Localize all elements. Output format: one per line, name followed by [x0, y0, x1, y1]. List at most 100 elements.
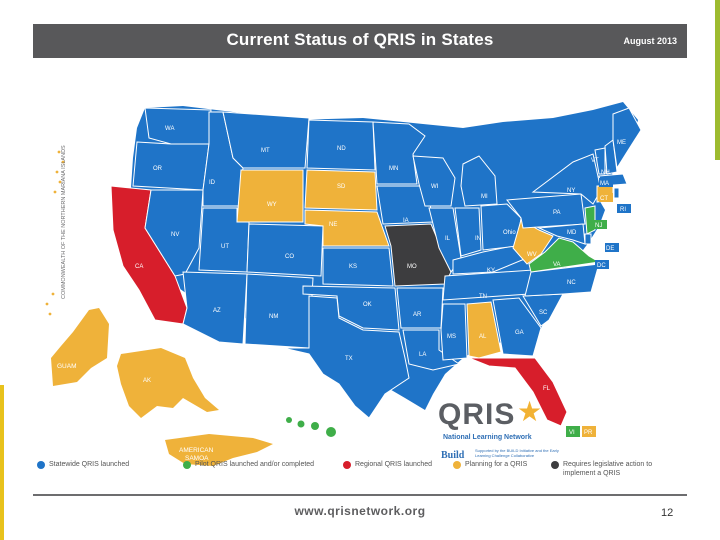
callout-ri [617, 204, 631, 213]
state-ri [613, 187, 620, 199]
footer-divider [33, 494, 687, 496]
callout-de [605, 243, 619, 252]
accent-bar-left [0, 385, 4, 540]
label-american-samoa-2: SAMOA [185, 455, 209, 462]
label-pa: PA [553, 210, 561, 216]
callout-ma [599, 178, 613, 187]
label-wa: WA [165, 126, 174, 132]
label-ga: GA [515, 330, 524, 336]
legend-item-legislative: Requires legislative action to implement… [551, 460, 685, 478]
state-me [612, 107, 642, 170]
state-nc [524, 263, 600, 297]
state-ar [396, 287, 444, 329]
state-tx [282, 295, 410, 419]
state-nm [244, 273, 314, 349]
callout-nj [593, 220, 607, 229]
state-ok [302, 285, 400, 331]
label-ia: IA [403, 218, 409, 224]
label-nd: ND [337, 146, 346, 152]
label-ny: NY [567, 188, 575, 194]
state-md [537, 223, 586, 245]
legend-label-legislative: Requires legislative action to implement… [563, 461, 653, 477]
label-wy: WY [267, 202, 277, 208]
logo-support-text: Supported by the BUILD Initiative and th… [475, 448, 559, 458]
label-ak: AK [143, 378, 151, 384]
state-in [454, 207, 482, 257]
label-nm: NM [269, 314, 278, 320]
label-wi: WI [431, 184, 439, 190]
label-fl: FL [543, 386, 551, 392]
northern-mariana-label: COMMONWEALTH OF THE NORTHERN MARIANA ISL… [61, 145, 67, 299]
legend-item-regional: Regional QRIS launched [343, 460, 432, 469]
label-ct: CT [600, 196, 608, 202]
label-ms: MS [447, 334, 456, 340]
label-ks: KS [349, 264, 357, 270]
state-hi [286, 417, 336, 437]
label-la: LA [419, 352, 426, 358]
label-ne: NE [329, 222, 337, 228]
state-ut [198, 207, 250, 273]
label-al: AL [479, 334, 487, 340]
territory-pr-box [582, 426, 596, 437]
label-az: AZ [213, 308, 221, 314]
label-ut: UT [221, 244, 229, 250]
label-va: VA [553, 262, 561, 268]
label-co: CO [285, 254, 294, 260]
legend-label-planning: Planning for a QRIS [465, 461, 528, 468]
legend-item-planning: Planning for a QRIS [453, 460, 527, 469]
state-de [584, 233, 592, 245]
state-al [466, 301, 502, 359]
territory-vi-box [566, 426, 580, 437]
legend-label-regional: Regional QRIS launched [355, 461, 433, 468]
label-hi: HI [303, 438, 309, 444]
qris-logo: QRIS ★ National Learning Network Build S… [433, 394, 573, 472]
label-me: ME [617, 140, 626, 146]
label-wv: WV [527, 252, 537, 258]
state-ak [117, 348, 219, 418]
label-vt: VT [591, 158, 599, 164]
state-or [132, 141, 210, 191]
label-nv: NV [171, 232, 179, 238]
legend-dot-planning [453, 461, 461, 469]
label-in: IN [475, 236, 481, 242]
label-ma: MA [600, 181, 609, 187]
logo-wordmark: QRIS [438, 398, 516, 431]
state-nj [584, 205, 596, 235]
state-sd [304, 169, 378, 211]
state-il [428, 207, 462, 273]
territory-american-samoa [165, 434, 273, 466]
footer-url[interactable]: www.qrisnetwork.org [294, 504, 426, 518]
legend-label-pilot: Pilot QRIS launched and/or completed [195, 461, 315, 468]
callout-dc [595, 260, 609, 269]
label-nj: NJ [595, 223, 602, 229]
state-nd [306, 119, 376, 171]
label-dc: DC [597, 263, 606, 269]
label-ca: CA [135, 264, 143, 270]
state-vt [594, 147, 606, 175]
label-de: DE [606, 246, 614, 252]
legend-label-statewide: Statewide QRIS launched [49, 461, 130, 468]
label-ar: AR [413, 312, 422, 318]
state-ms [440, 303, 468, 361]
label-tn: TN [479, 294, 487, 300]
label-mn: MN [389, 166, 398, 172]
accent-bar-top [715, 0, 720, 160]
legend-dot-statewide [37, 461, 45, 469]
date-label: August 2013 [623, 36, 677, 46]
state-mt [222, 111, 310, 169]
label-il: IL [445, 236, 451, 242]
map-slide: Current Status of QRIS in States August … [33, 24, 687, 504]
state-wi [412, 155, 456, 207]
state-co [246, 223, 324, 277]
state-fl [468, 357, 568, 427]
title-bar: Current Status of QRIS in States August … [33, 24, 687, 58]
label-vi: VI [569, 430, 575, 436]
page-number: 12 [661, 507, 674, 519]
legend-dot-pilot [183, 461, 191, 469]
label-pr: PR [584, 430, 593, 436]
label-nh: NH [601, 170, 610, 176]
label-oh: Ohio [503, 230, 516, 236]
map-legend: Statewide QRIS launched Pilot QRIS launc… [33, 460, 687, 488]
label-sc: SC [539, 310, 548, 316]
label-mt: MT [261, 148, 270, 154]
